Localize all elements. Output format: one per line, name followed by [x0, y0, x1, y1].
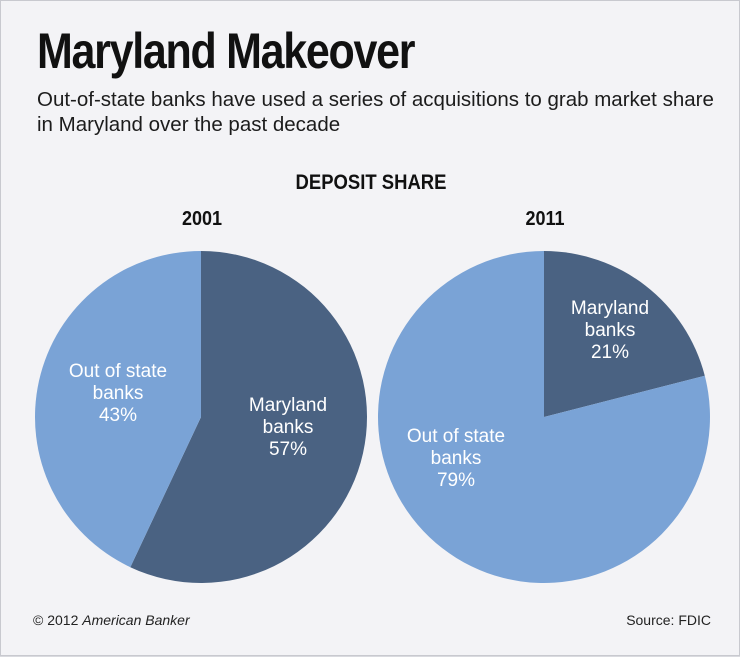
slice-label-line: banks [263, 417, 314, 438]
slice-value-label: 57% [269, 439, 307, 460]
copyright-name: American Banker [82, 612, 190, 628]
page-title: Maryland Makeover [37, 23, 415, 79]
slice-label-out-of-state-2011: Out of state banks 79% [407, 426, 505, 491]
pie-slice-maryland-2001 [130, 251, 368, 583]
slice-label-maryland-2011: Maryland banks 21% [571, 298, 649, 363]
pie-slice-out-of-state-2011 [377, 251, 710, 584]
subtitle: Out-of-state banks have used a series of… [37, 88, 714, 136]
copyright-prefix: © 2012 [33, 612, 79, 628]
pie-chart-2001: Maryland banks 57%Out of state banks 43% [35, 251, 368, 583]
pie-slice-maryland-2011 [544, 251, 705, 417]
pie-slice-out-of-state-2001 [35, 251, 201, 568]
slice-label-out-of-state-2001: Out of state banks 43% [69, 361, 167, 426]
year-label-2011: 2011 [525, 208, 565, 230]
slice-label-line: Out of state [69, 361, 167, 382]
chart-title: DEPOSIT SHARE [295, 171, 447, 194]
slice-value-label: 79% [437, 470, 475, 491]
copyright: © 2012 American Banker [33, 612, 190, 628]
slice-value-label: 43% [99, 405, 137, 426]
source-note: Source: FDIC [626, 612, 711, 628]
pie-chart-2011: Maryland banks 21%Out of state banks 79% [377, 251, 710, 584]
slice-label-line: Out of state [407, 426, 505, 447]
slice-label-line: banks [93, 383, 144, 404]
slice-label-line: Maryland [571, 298, 649, 319]
slice-label-maryland-2001: Maryland banks 57% [249, 395, 327, 460]
slice-value-label: 21% [591, 342, 629, 363]
slice-label-line: banks [431, 448, 482, 469]
slice-label-line: Maryland [249, 395, 327, 416]
year-label-2001: 2001 [181, 208, 223, 230]
slice-label-line: banks [585, 320, 636, 341]
